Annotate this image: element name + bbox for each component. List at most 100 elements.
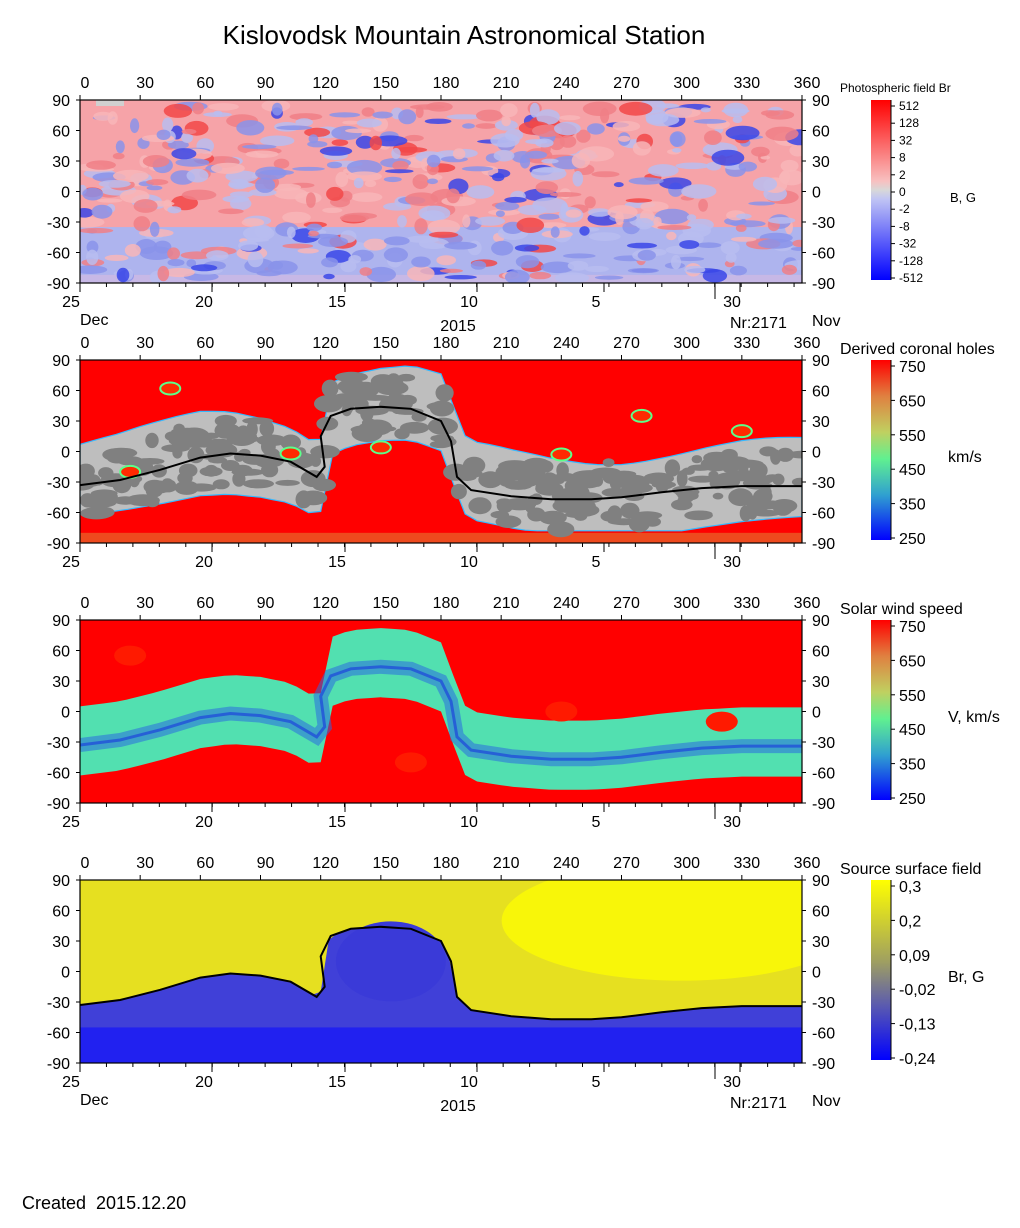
photo-magnetic-patch [550,192,582,197]
ch-dark-cell [199,466,223,477]
panel-3-image [80,880,802,1063]
photo-magnetic-patch [554,272,590,283]
ch-dark-cell [387,373,400,382]
photo-magnetic-patch [461,166,494,172]
photo-magnetic-patch [348,254,362,264]
photo-magnetic-patch [760,155,771,160]
top-axis-label: 30 [136,595,154,612]
right-axis-label: -60 [812,766,835,783]
photo-magnetic-patch [175,158,210,167]
photo-magnetic-patch [725,252,737,263]
photo-magnetic-patch [514,244,540,252]
photo-magnetic-patch [525,139,548,145]
photo-magnetic-patch [619,101,653,116]
photo-magnetic-patch [133,199,158,213]
photo-magnetic-patch [80,227,114,234]
right-axis-label: 60 [812,644,830,661]
ch-dark-cell [786,450,802,459]
left-axis-label: 90 [52,613,70,630]
ch-dark-cell [770,449,782,465]
photo-magnetic-patch [409,104,445,110]
photo-magnetic-patch [167,206,182,214]
left-axis-label: -60 [47,766,70,783]
photo-magnetic-patch [725,125,760,141]
ch-dark-cell [539,510,567,525]
year-label: 2015 [440,1098,476,1115]
left-axis-label: -60 [47,1026,70,1043]
photo-magnetic-patch [587,123,605,135]
photo-magnetic-patch [446,114,482,120]
photo-magnetic-patch [167,247,181,260]
photo-magnetic-patch [778,169,802,186]
photo-magnetic-patch [671,254,681,270]
photo-magnetic-patch [218,208,244,215]
left-axis-label: 0 [61,965,70,982]
photo-magnetic-patch [645,113,680,127]
top-axis-label: 300 [673,335,700,352]
left-axis-label: -30 [47,735,70,752]
ch-dark-cell [728,470,760,482]
top-axis-label: 180 [433,855,460,872]
photo-magnetic-patch [504,269,530,283]
ch-dark-cell [429,400,455,417]
top-axis-label: 120 [312,855,339,872]
bottom-axis-label: 15 [328,294,346,311]
photo-magnetic-patch [181,132,194,144]
right-axis-label: -30 [812,995,835,1012]
photo-magnetic-patch [428,231,459,238]
bottom-axis-label: 20 [195,814,213,831]
ch-dark-cell [664,459,681,477]
left-axis-label: 60 [52,904,70,921]
photo-magnetic-patch [97,198,123,203]
photo-magnetic-patch [247,251,264,268]
colorbar-unit-label: B, G [950,190,976,205]
bottom-axis-label: 10 [460,554,478,571]
photo-magnetic-patch [567,260,589,271]
colorbar-tick-label: -0,24 [899,1051,936,1068]
photo-magnetic-patch [462,214,471,228]
bottom-axis-label: 30 [723,814,741,831]
photo-magnetic-patch [578,146,615,162]
photo-magnetic-patch [751,146,770,157]
photo-magnetic-patch [186,168,209,183]
photo-magnetic-patch [632,141,652,156]
bottom-axis-label: 25 [62,814,80,831]
photo-magnetic-patch [405,192,439,206]
left-axis-label: 0 [61,445,70,462]
right-axis-label: 90 [812,613,830,630]
left-axis-label: 90 [52,353,70,370]
photo-magnetic-patch [222,195,250,203]
photo-magnetic-patch [372,111,393,119]
photo-magnetic-patch [80,208,94,218]
colorbar-unit-label: Br, G [948,969,984,986]
ch-dark-cell [321,379,339,398]
panel-2-image [80,620,802,803]
colorbar-tick-label: 750 [899,359,926,376]
colorbar-gradient [871,880,891,1060]
photo-magnetic-patch [326,186,344,201]
photo-magnetic-patch [462,123,475,129]
photo-magnetic-patch [475,123,497,129]
photo-magnetic-patch [369,135,382,151]
top-axis-label: 210 [493,595,520,612]
photo-magnetic-patch [130,118,140,134]
ch-neutral-line [80,405,802,501]
photo-magnetic-patch [414,218,428,235]
right-axis-label: 90 [812,93,830,110]
photo-magnetic-patch [383,202,412,211]
photo-magnetic-patch [735,224,747,232]
photo-magnetic-patch [339,214,370,222]
photo-magnetic-patch [351,192,383,203]
ch-dark-cell [574,475,588,491]
photo-magnetic-patch [206,250,229,261]
photo-magnetic-patch [146,185,163,191]
ss-bulge [335,921,446,1002]
right-axis-label: -90 [812,796,835,813]
photo-magnetic-patch [493,149,515,162]
top-axis-label: 30 [136,75,154,92]
ch-dark-cell [712,492,724,500]
ss-negative-max [80,1027,802,1063]
left-axis-label: 60 [52,124,70,141]
top-axis-label: 210 [493,75,520,92]
photo-magnetic-patch [539,222,567,229]
